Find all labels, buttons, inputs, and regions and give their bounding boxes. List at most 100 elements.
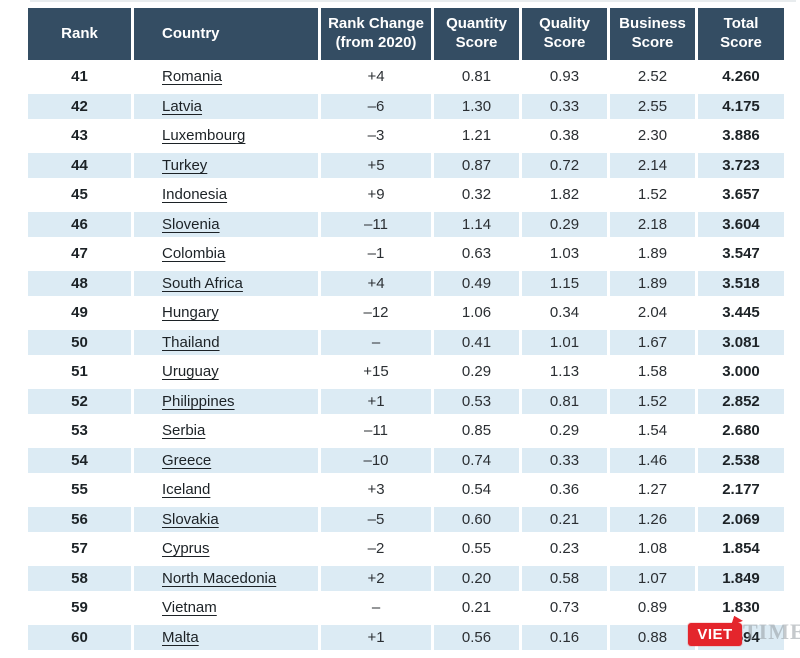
- total-score-cell: 1.830: [722, 599, 760, 617]
- quantity-score-cell: 1.30: [434, 93, 519, 119]
- country-link[interactable]: Vietnam: [162, 599, 217, 617]
- column-header-quality-score: Quality Score: [522, 8, 607, 60]
- rank-change-cell: –11: [364, 422, 388, 440]
- country-link[interactable]: Hungary: [162, 304, 219, 322]
- country-cell: North Macedonia: [134, 565, 318, 591]
- column-header-rank: Rank: [28, 8, 131, 60]
- country-link[interactable]: Greece: [162, 451, 212, 469]
- rank-cell: 58: [28, 565, 131, 591]
- country-cell: Uruguay: [134, 359, 318, 385]
- country-cell: Iceland: [134, 477, 318, 503]
- total-score-cell: 4.175: [698, 93, 784, 119]
- quality-score-cell: 0.38: [549, 127, 580, 145]
- rank-change-cell: +15: [363, 363, 389, 381]
- table-row: 58 North Macedonia +2 0.20 0.58 1.07 1.8…: [28, 565, 784, 591]
- country-link[interactable]: Philippines: [162, 392, 235, 410]
- country-link[interactable]: South Africa: [162, 274, 243, 292]
- rank-cell: 60: [28, 624, 131, 650]
- total-score-cell: 1.854: [722, 540, 760, 558]
- country-link[interactable]: Serbia: [162, 422, 206, 440]
- total-score-cell: 3.547: [722, 245, 760, 263]
- rank-cell: 49: [71, 304, 88, 322]
- quality-score-cell: 0.29: [522, 211, 607, 237]
- business-score-cell: 2.55: [610, 93, 695, 119]
- country-cell: Colombia: [134, 241, 318, 267]
- column-header-country: Country: [134, 8, 318, 60]
- total-score-cell: 2.538: [698, 447, 784, 473]
- business-score-cell: 1.89: [637, 245, 668, 263]
- business-score-cell: 1.52: [610, 388, 695, 414]
- rank-cell: 56: [28, 506, 131, 532]
- table-row: 45 Indonesia +9 0.32 1.82 1.52 3.657: [28, 182, 784, 208]
- quality-score-cell: 1.01: [522, 329, 607, 355]
- total-score-cell: 1.594: [698, 624, 784, 650]
- table-row: 50 Thailand – 0.41 1.01 1.67 3.081: [28, 329, 784, 355]
- country-link[interactable]: Turkey: [162, 156, 208, 174]
- quantity-score-cell: 0.53: [434, 388, 519, 414]
- quantity-score-cell: 1.06: [461, 304, 492, 322]
- table-row: 56 Slovakia –5 0.60 0.21 1.26 2.069: [28, 506, 784, 532]
- country-link[interactable]: Slovakia: [162, 510, 219, 528]
- rank-cell: 47: [71, 245, 88, 263]
- quality-score-cell: 0.36: [549, 481, 580, 499]
- rank-change-cell: +4: [321, 270, 431, 296]
- column-header-total-score: Total Score: [698, 8, 784, 60]
- quality-score-cell: 0.72: [522, 152, 607, 178]
- table-row: 43 Luxembourg –3 1.21 0.38 2.30 3.886: [28, 123, 784, 149]
- country-link[interactable]: Latvia: [162, 97, 203, 115]
- country-link[interactable]: North Macedonia: [162, 569, 277, 587]
- country-link[interactable]: Luxembourg: [162, 127, 246, 145]
- country-cell: Philippines: [134, 388, 318, 414]
- quality-score-cell: 0.93: [549, 68, 580, 86]
- quality-score-cell: 0.33: [522, 93, 607, 119]
- quality-score-cell: 1.82: [549, 186, 580, 204]
- country-link[interactable]: Thailand: [162, 333, 220, 351]
- country-cell: Latvia: [134, 93, 318, 119]
- quantity-score-cell: 0.32: [461, 186, 492, 204]
- country-link[interactable]: Iceland: [162, 481, 211, 499]
- rank-change-cell: –12: [363, 304, 389, 322]
- quantity-score-cell: 0.54: [461, 481, 492, 499]
- quantity-score-cell: 0.87: [434, 152, 519, 178]
- quantity-score-cell: 0.29: [461, 363, 492, 381]
- rank-cell: 50: [28, 329, 131, 355]
- rank-change-cell: +1: [321, 624, 431, 650]
- business-score-cell: 1.27: [637, 481, 668, 499]
- quality-score-cell: 1.03: [549, 245, 580, 263]
- rank-cell: 55: [71, 481, 88, 499]
- quantity-score-cell: 0.20: [434, 565, 519, 591]
- quality-score-cell: 0.16: [522, 624, 607, 650]
- country-link[interactable]: Romania: [162, 68, 223, 86]
- country-cell: Slovakia: [134, 506, 318, 532]
- quantity-score-cell: 0.85: [461, 422, 492, 440]
- country-link[interactable]: Indonesia: [162, 186, 228, 204]
- rank-cell: 52: [28, 388, 131, 414]
- country-link[interactable]: Uruguay: [162, 363, 219, 381]
- country-link[interactable]: Colombia: [162, 245, 226, 263]
- total-score-cell: 3.657: [722, 186, 760, 204]
- rank-cell: 51: [71, 363, 88, 381]
- table-row: 60 Malta +1 0.56 0.16 0.88 1.594: [28, 624, 784, 650]
- total-score-cell: 2.177: [722, 481, 760, 499]
- business-score-cell: 1.89: [610, 270, 695, 296]
- quality-score-cell: 0.73: [549, 599, 580, 617]
- country-cell: South Africa: [134, 270, 318, 296]
- column-header-business-score: Business Score: [610, 8, 695, 60]
- quantity-score-cell: 0.41: [434, 329, 519, 355]
- rank-change-cell: –2: [367, 540, 385, 558]
- country-cell: Hungary: [134, 300, 318, 326]
- country-link[interactable]: Cyprus: [162, 540, 210, 558]
- country-link[interactable]: Malta: [162, 628, 199, 646]
- total-score-cell: 2.852: [698, 388, 784, 414]
- total-score-cell: 2.069: [698, 506, 784, 532]
- rank-cell: 41: [71, 68, 88, 86]
- quality-score-cell: 0.58: [522, 565, 607, 591]
- quantity-score-cell: 0.81: [461, 68, 492, 86]
- table-row: 42 Latvia –6 1.30 0.33 2.55 4.175: [28, 93, 784, 119]
- country-link[interactable]: Slovenia: [162, 215, 220, 233]
- business-score-cell: 1.07: [610, 565, 695, 591]
- quality-score-cell: 0.21: [522, 506, 607, 532]
- rank-change-cell: +2: [321, 565, 431, 591]
- rank-change-cell: –: [321, 329, 431, 355]
